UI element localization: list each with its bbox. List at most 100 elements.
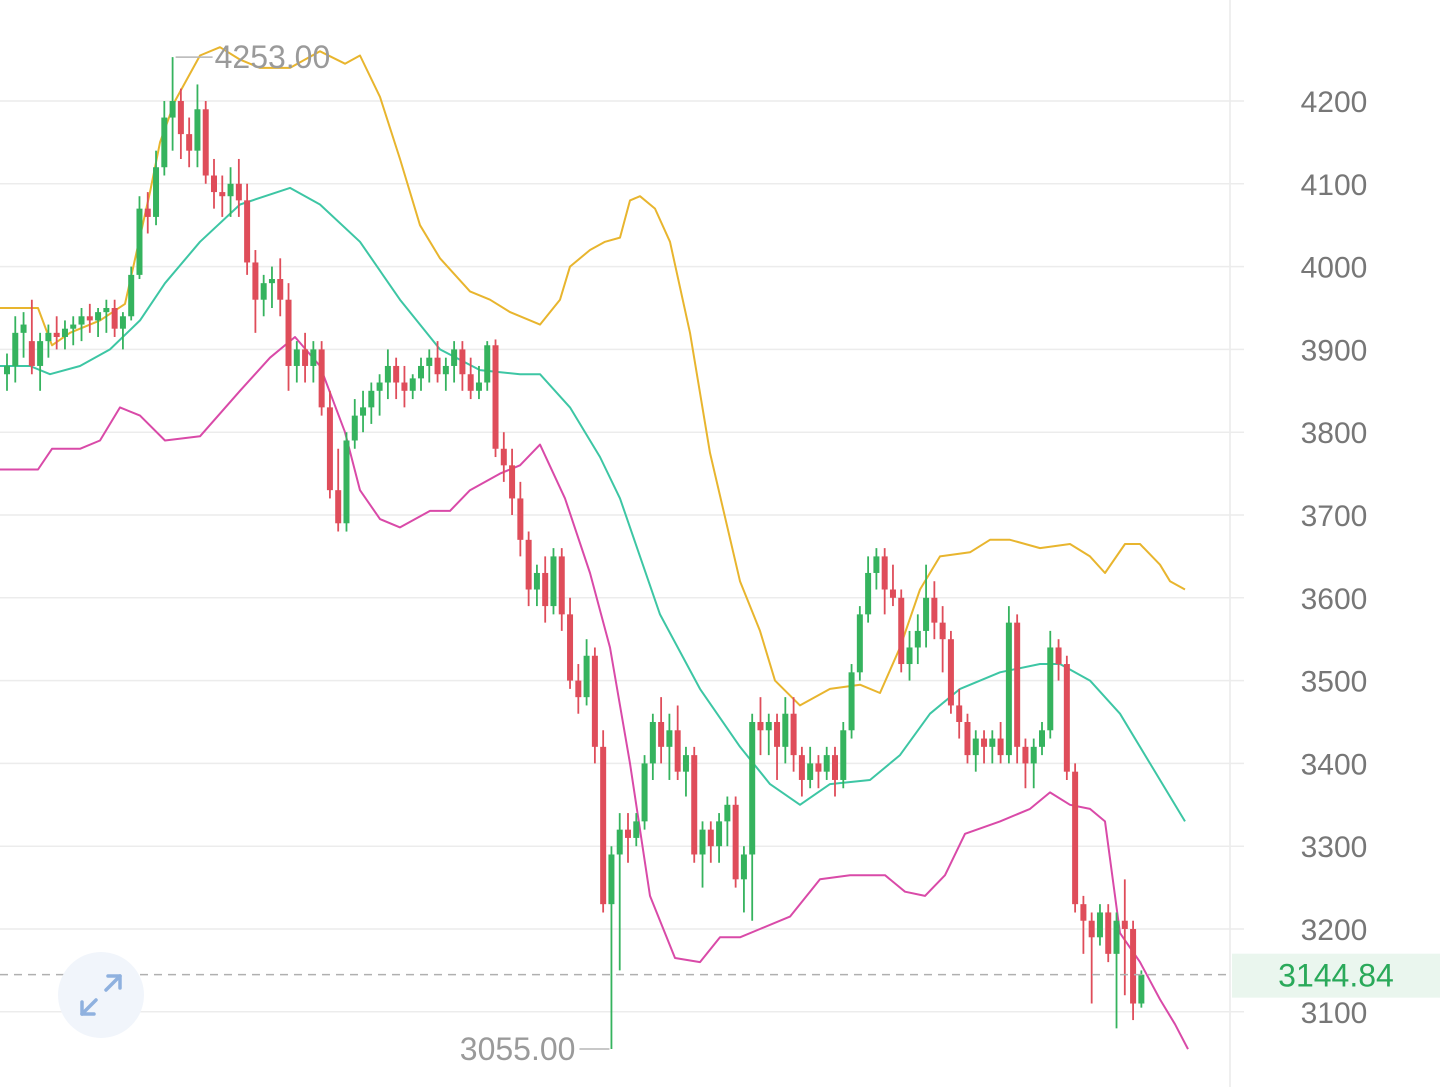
candle-body: [326, 407, 333, 491]
candle-body: [873, 556, 880, 573]
candle: [1113, 912, 1120, 1029]
expand-arrows-icon: [80, 974, 122, 1016]
candle: [931, 581, 938, 640]
candle: [451, 341, 458, 383]
candle: [509, 448, 516, 515]
candle: [616, 813, 623, 971]
candle-body: [153, 167, 160, 217]
candle-body: [12, 332, 19, 366]
candle-body: [1072, 771, 1079, 905]
candle: [832, 746, 838, 797]
candle: [161, 101, 168, 176]
candle: [947, 630, 954, 714]
candle: [716, 813, 723, 863]
candle: [45, 324, 52, 358]
expand-chart-button[interactable]: [58, 952, 144, 1038]
candle: [682, 746, 689, 797]
candle-body: [45, 332, 52, 342]
candle: [997, 722, 1004, 764]
candle: [923, 564, 930, 648]
candle-body: [103, 308, 110, 313]
candle-body: [70, 324, 77, 329]
candle-body: [418, 365, 424, 379]
candle: [583, 639, 590, 706]
candle-body: [136, 208, 143, 275]
candle: [61, 320, 68, 350]
candle-body: [335, 490, 342, 524]
candle-body: [111, 308, 118, 329]
candle-body: [931, 597, 938, 623]
candle: [1055, 639, 1062, 681]
candle-body: [889, 589, 896, 598]
candle: [169, 57, 176, 151]
candle: [1014, 614, 1021, 764]
candle-body: [517, 498, 524, 540]
candle: [964, 713, 971, 764]
candle: [368, 382, 375, 424]
candle-body: [1005, 622, 1012, 756]
candle: [426, 349, 433, 383]
candle-body: [368, 390, 375, 408]
lower-band-line: [0, 336, 1189, 1050]
candle-body: [244, 200, 251, 263]
candle-body: [343, 440, 350, 524]
candle-body: [997, 738, 1004, 756]
candle-body: [177, 101, 184, 135]
candle-body: [1030, 746, 1037, 764]
candle-body: [260, 283, 267, 300]
candle: [691, 746, 698, 863]
candle-body: [285, 299, 292, 366]
candle: [492, 339, 499, 458]
candle: [782, 697, 789, 764]
candle: [95, 308, 102, 337]
y-tick-label: 3500: [1301, 666, 1368, 699]
candle: [848, 664, 855, 739]
upper-band-line: [0, 46, 1186, 707]
candle: [1022, 738, 1029, 789]
candle: [625, 813, 631, 863]
candle-body: [757, 722, 764, 731]
candle: [1063, 655, 1070, 780]
candle-body: [1096, 912, 1103, 938]
candle-body: [351, 415, 358, 441]
candle-body: [823, 755, 830, 772]
candle-body: [235, 183, 242, 201]
candle: [1080, 895, 1087, 954]
candle: [724, 796, 731, 847]
candle-body: [37, 341, 44, 366]
candle: [1130, 920, 1137, 1021]
candle-body: [467, 374, 474, 391]
candle-body: [500, 448, 507, 466]
candle: [351, 399, 358, 449]
candle: [608, 846, 615, 1050]
candle-series: [4, 57, 1145, 1050]
candle-body: [583, 655, 590, 698]
candle-body: [691, 755, 698, 855]
candle: [790, 697, 797, 772]
candle-body: [1088, 920, 1095, 938]
candle-body: [252, 262, 259, 300]
last-price-box: [1232, 953, 1440, 998]
candle: [1047, 630, 1054, 739]
candle: [732, 796, 739, 888]
candle-body: [616, 829, 623, 855]
candle-body: [169, 101, 176, 118]
candle-body: [459, 349, 466, 375]
candle-body: [699, 829, 706, 855]
candle-body: [641, 763, 648, 822]
candle: [434, 341, 441, 383]
candle-body: [906, 647, 913, 665]
candle: [78, 308, 85, 342]
candle-body: [798, 755, 805, 780]
candle: [699, 821, 706, 888]
candle: [459, 341, 466, 391]
candle: [1005, 606, 1012, 764]
candle-body: [384, 365, 391, 383]
candle-body: [1113, 920, 1120, 954]
candle: [633, 813, 640, 847]
candle-body: [202, 109, 209, 176]
candle: [285, 283, 292, 391]
candle: [815, 755, 822, 789]
candle: [467, 357, 474, 400]
